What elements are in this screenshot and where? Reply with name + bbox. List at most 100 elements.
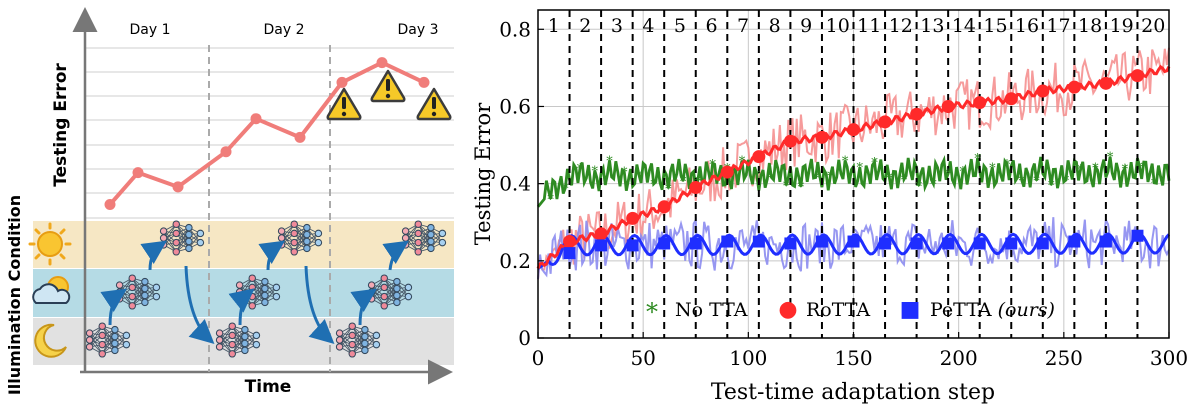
left-panel-concept: Day 1 Day 2 Day 3 Testing Error Illumina… xyxy=(5,7,454,397)
rotta-marker xyxy=(720,165,734,179)
x-ticks: 0 50 100 150 200 250 300 xyxy=(532,332,1188,370)
rotta-marker xyxy=(941,99,955,113)
petta-marker xyxy=(1036,237,1049,250)
x-tick-label: 0 xyxy=(532,346,545,370)
petta-marker xyxy=(721,235,734,248)
legend-label-rotta: RoTTA xyxy=(806,299,870,321)
y-ticks: 0 0.2 0.4 0.6 0.8 xyxy=(499,17,544,350)
petta-marker xyxy=(942,237,955,250)
no-tta-marker: * xyxy=(871,156,878,171)
segment-label: 5 xyxy=(674,15,686,37)
no-tta-marker: * xyxy=(592,164,599,179)
segment-label: 10 xyxy=(826,15,850,37)
petta-marker xyxy=(1099,235,1112,248)
side-label-illumination: Illumination Condition xyxy=(5,195,24,395)
segment-label: 13 xyxy=(920,15,944,37)
right-x-axis-label: Test-time adaptation step xyxy=(711,380,995,405)
no-tta-marker: * xyxy=(606,154,613,169)
neural-network-icon xyxy=(335,322,381,358)
petta-marker xyxy=(847,235,860,248)
segment-label: 12 xyxy=(889,15,913,37)
rotta-marker xyxy=(878,115,892,129)
no-tta-marker: * xyxy=(1151,177,1158,192)
rotta-marker xyxy=(657,200,671,214)
transition-arrows xyxy=(100,240,409,345)
right-y-axis-label: Testing Error xyxy=(471,102,495,245)
day-label-2: Day 2 xyxy=(263,22,304,38)
rotta-marker xyxy=(1130,69,1144,83)
petta-marker xyxy=(689,237,702,250)
warning-icons xyxy=(326,69,452,121)
petta-marker xyxy=(784,237,797,250)
no-tta-marker: * xyxy=(886,171,893,186)
petta-marker xyxy=(626,239,639,252)
segment-label: 18 xyxy=(1078,15,1102,37)
no-tta-marker: * xyxy=(960,165,967,180)
no-tta-marker: * xyxy=(1063,174,1070,189)
sun-icon xyxy=(28,222,72,266)
no-tta-marker: * xyxy=(562,182,569,197)
segment-label: 1 xyxy=(548,15,560,37)
x-tick-label: 50 xyxy=(630,346,655,370)
segment-label: 16 xyxy=(1015,15,1039,37)
day-label-1: Day 1 xyxy=(129,22,170,38)
no-tta-marker: * xyxy=(1136,161,1143,176)
left-error-point xyxy=(250,113,262,125)
left-error-line xyxy=(108,60,425,206)
rotta-marker xyxy=(626,211,640,225)
no-tta-marker: * xyxy=(930,178,937,193)
petta-line xyxy=(537,232,1171,270)
left-error-points xyxy=(104,57,430,210)
warning-icon xyxy=(370,69,406,103)
no-tta-marker: * xyxy=(827,170,834,185)
no-tta-marker: * xyxy=(753,168,760,183)
rotta-marker xyxy=(594,227,608,241)
segment-label: 15 xyxy=(983,15,1007,37)
y-tick-label: 0 xyxy=(518,326,531,350)
left-error-point xyxy=(294,131,306,143)
no-tta-marker: * xyxy=(1107,151,1114,166)
petta-marker xyxy=(563,247,576,260)
day-label-3: Day 3 xyxy=(397,22,438,38)
rotta-marker xyxy=(815,130,829,144)
segment-label: 17 xyxy=(1046,15,1070,37)
no-tta-marker: * xyxy=(798,181,805,196)
petta-marker xyxy=(595,239,608,252)
rotta-marker xyxy=(847,123,860,137)
x-tick-label: 250 xyxy=(1045,346,1083,370)
no-tta-marker: * xyxy=(945,168,952,183)
no-tta-marker: * xyxy=(547,193,554,208)
left-error-point xyxy=(336,76,348,88)
right-panel-chart: 1 2 3 4 5 6 7 8 9 10 11 12 13 14 15 16 17 18 19 20 *** *** **… xyxy=(471,9,1188,405)
rotta-marker xyxy=(1036,84,1050,98)
no-tta-marker: * xyxy=(783,179,790,194)
no-tta-marker: * xyxy=(665,182,672,197)
segment-label: 19 xyxy=(1110,15,1134,37)
partly-cloudy-icon xyxy=(32,276,71,304)
no-tta-marker: * xyxy=(842,154,849,169)
no-tta-marker: * xyxy=(1092,161,1099,176)
left-x-axis-label: Time xyxy=(245,377,292,397)
warning-icon xyxy=(326,87,362,121)
left-y-axis-label: Testing Error xyxy=(51,63,71,187)
rotta-marker xyxy=(752,150,766,164)
y-tick-label: 0.2 xyxy=(499,249,531,273)
segment-label: 3 xyxy=(611,15,623,37)
rotta-marker xyxy=(689,181,703,195)
no-tta-marker: * xyxy=(1033,175,1040,190)
segment-label: 4 xyxy=(642,15,654,37)
rotta-marker xyxy=(910,107,924,121)
segment-label: 14 xyxy=(952,15,976,37)
legend-marker-rotta: ● xyxy=(778,297,797,322)
left-error-point xyxy=(220,146,232,158)
segment-boundaries xyxy=(568,10,1139,338)
no-tta-marker: * xyxy=(1019,174,1026,189)
no-tta-marker: * xyxy=(901,173,908,188)
petta-marker xyxy=(910,237,923,250)
rotta-marker xyxy=(1099,76,1113,90)
x-tick-label: 150 xyxy=(834,346,872,370)
segment-label: 8 xyxy=(769,15,781,37)
rotta-marker xyxy=(783,134,797,148)
x-tick-label: 100 xyxy=(729,346,767,370)
